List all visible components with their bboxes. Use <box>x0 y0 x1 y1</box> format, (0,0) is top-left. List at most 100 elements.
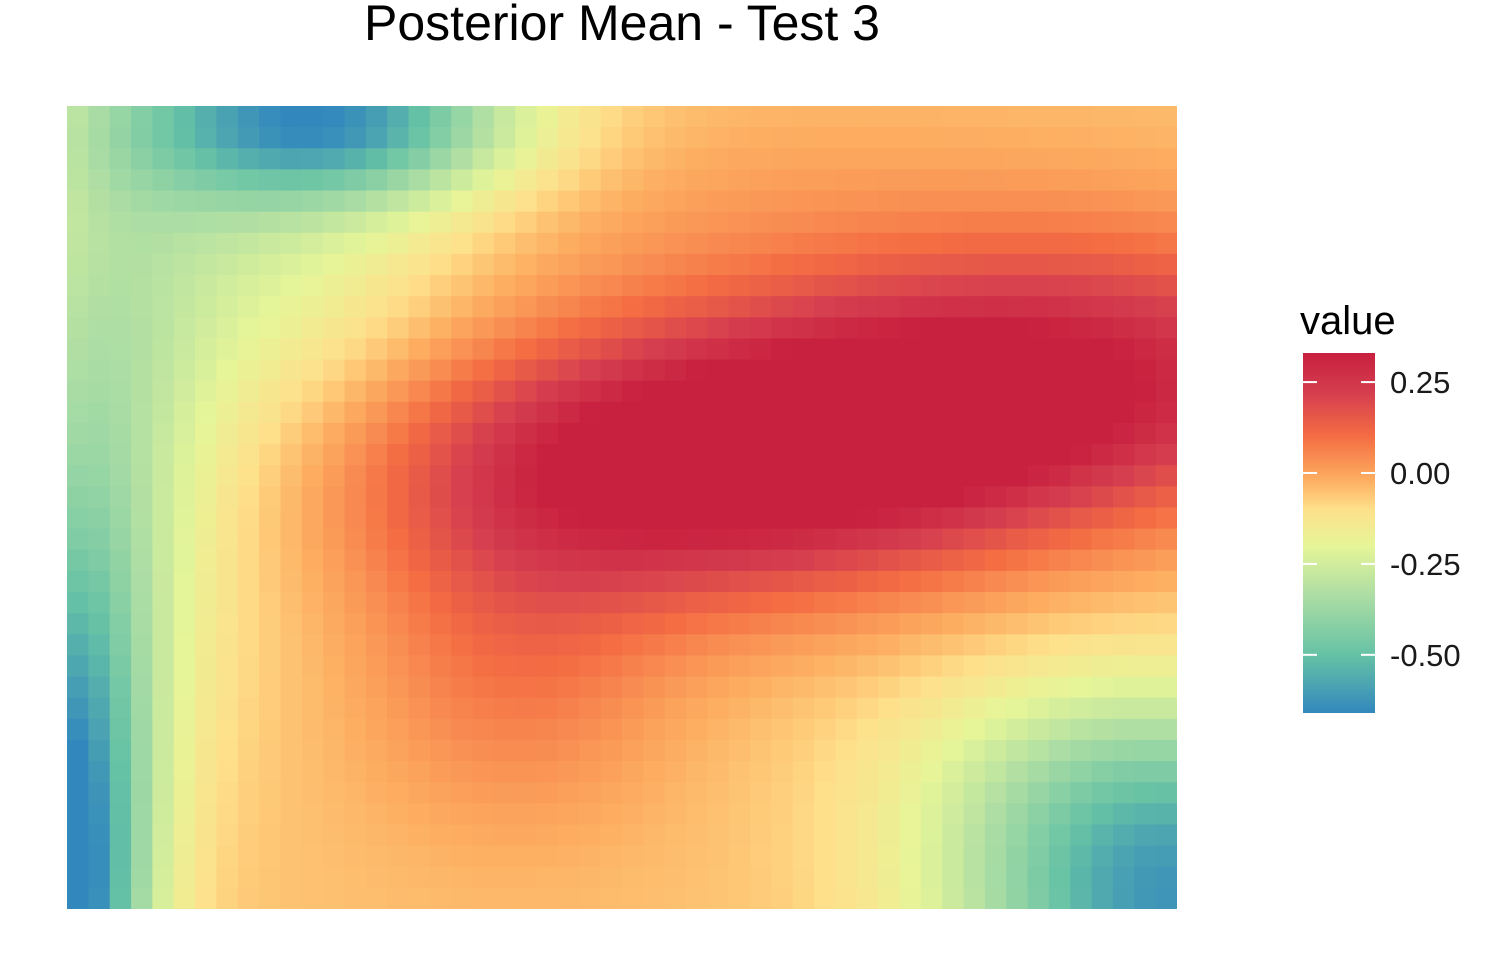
heatmap-cell <box>1091 528 1114 551</box>
heatmap-cell <box>493 296 516 318</box>
heatmap-cell <box>515 422 538 445</box>
heatmap-cell <box>600 190 623 213</box>
heatmap-cell <box>600 718 623 741</box>
heatmap-cell <box>1048 803 1071 826</box>
heatmap-cell <box>173 127 196 149</box>
heatmap-cell <box>600 592 623 614</box>
heatmap-cell <box>216 338 239 361</box>
heatmap-cell <box>280 211 303 234</box>
heatmap-cell <box>408 275 431 297</box>
heatmap-cell <box>920 549 943 572</box>
heatmap-cell <box>557 634 580 657</box>
heatmap-cell <box>536 634 559 657</box>
heatmap-cell <box>88 232 111 255</box>
heatmap-cell <box>686 570 708 593</box>
heatmap-cell <box>323 782 346 804</box>
heatmap-cell <box>259 592 282 614</box>
heatmap-cell <box>387 761 410 783</box>
heatmap-cell <box>1070 655 1093 678</box>
heatmap-cell <box>301 317 324 340</box>
heatmap-cell <box>493 592 516 614</box>
heatmap-cell <box>365 528 388 551</box>
heatmap-cell <box>387 253 410 276</box>
heatmap-cell <box>173 528 196 551</box>
heatmap-cell <box>259 127 282 149</box>
heatmap-cell <box>493 401 516 424</box>
heatmap-cell <box>536 106 559 128</box>
heatmap-cell <box>1027 317 1050 340</box>
heatmap-cell <box>835 676 858 699</box>
heatmap-cell <box>557 338 580 361</box>
heatmap-cell <box>835 190 858 213</box>
heatmap-cell <box>878 782 901 804</box>
heatmap-cell <box>579 845 602 868</box>
heatmap-cell <box>216 613 239 635</box>
heatmap-cell <box>173 338 196 361</box>
heatmap-cell <box>1027 803 1050 826</box>
heatmap-cell <box>1134 106 1157 128</box>
heatmap-cell <box>131 824 153 847</box>
heatmap-cell <box>451 803 474 826</box>
heatmap-cell <box>237 317 260 340</box>
heatmap-cell <box>1070 465 1093 487</box>
heatmap-cell <box>280 275 303 297</box>
heatmap-cell <box>237 232 260 255</box>
heatmap-cell <box>771 401 794 424</box>
heatmap-cell <box>1155 296 1177 318</box>
heatmap-cell <box>878 232 901 255</box>
heatmap-cell <box>67 359 89 382</box>
heatmap-cell <box>344 211 367 234</box>
heatmap-cell <box>579 296 602 318</box>
heatmap-cell <box>984 655 1007 678</box>
heatmap-cell <box>1155 739 1177 762</box>
heatmap-cell <box>963 444 986 466</box>
heatmap-cell <box>1155 253 1177 276</box>
heatmap-cell <box>771 761 794 783</box>
heatmap-cell <box>728 317 751 340</box>
heatmap-cell <box>259 169 282 192</box>
heatmap-cell <box>814 148 837 170</box>
heatmap-cell <box>771 507 794 530</box>
heatmap-cell <box>259 697 282 720</box>
heatmap-cell <box>600 803 623 826</box>
heatmap-cell <box>67 232 89 255</box>
heatmap-cell <box>707 211 730 234</box>
heatmap-cell <box>1048 528 1071 551</box>
heatmap-cell <box>664 253 687 276</box>
heatmap-cell <box>280 528 303 551</box>
heatmap-cell <box>237 528 260 551</box>
heatmap-cell <box>515 655 538 678</box>
heatmap-cell <box>387 422 410 445</box>
heatmap-cell <box>600 655 623 678</box>
heatmap-cell <box>814 253 837 276</box>
heatmap-cell <box>1134 634 1157 657</box>
heatmap-cell <box>323 422 346 445</box>
heatmap-cell <box>301 528 324 551</box>
heatmap-cell <box>856 697 879 720</box>
heatmap-cell <box>1048 106 1071 128</box>
heatmap-cell <box>67 887 89 909</box>
heatmap-cell <box>237 866 260 889</box>
heatmap-cell <box>451 613 474 635</box>
heatmap-cell <box>600 507 623 530</box>
heatmap-cell <box>792 359 815 382</box>
heatmap-cell <box>237 697 260 720</box>
heatmap-cell <box>792 676 815 699</box>
heatmap-cell <box>942 655 965 678</box>
heatmap-cell <box>664 127 687 149</box>
heatmap-cell <box>707 655 730 678</box>
heatmap-cell <box>280 444 303 466</box>
heatmap-cell <box>216 549 239 572</box>
heatmap-cell <box>1027 718 1050 741</box>
heatmap-cell <box>920 739 943 762</box>
heatmap-cell <box>131 507 153 530</box>
heatmap-cell <box>856 676 879 699</box>
heatmap-cell <box>131 761 153 783</box>
heatmap-cell <box>109 739 132 762</box>
heatmap-cell <box>1091 866 1114 889</box>
heatmap-cell <box>173 444 196 466</box>
heatmap-cell <box>643 697 666 720</box>
heatmap-cell <box>323 253 346 276</box>
heatmap-cell <box>67 697 89 720</box>
heatmap-cell <box>365 655 388 678</box>
